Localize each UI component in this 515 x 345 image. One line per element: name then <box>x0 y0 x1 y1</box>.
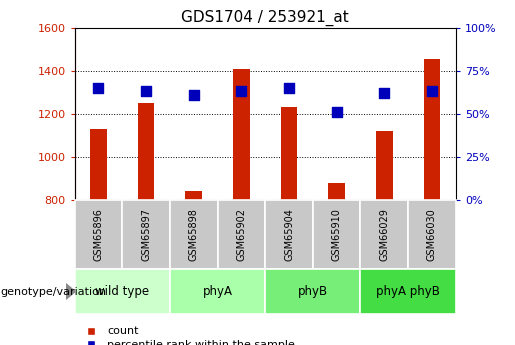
Bar <box>217 200 265 269</box>
Text: genotype/variation: genotype/variation <box>0 287 106 296</box>
Bar <box>360 200 408 269</box>
Text: GSM65898: GSM65898 <box>189 208 199 261</box>
Text: phyA: phyA <box>202 285 233 298</box>
Point <box>94 85 102 91</box>
Title: GDS1704 / 253921_at: GDS1704 / 253921_at <box>181 10 349 26</box>
Polygon shape <box>66 284 75 299</box>
Text: phyB: phyB <box>298 285 328 298</box>
Text: GSM65904: GSM65904 <box>284 208 294 261</box>
Text: GSM65896: GSM65896 <box>94 208 104 261</box>
Bar <box>75 269 170 314</box>
Bar <box>138 103 154 200</box>
Bar <box>313 200 360 269</box>
Bar <box>185 191 202 200</box>
Bar <box>170 269 265 314</box>
Point <box>380 90 388 96</box>
Bar <box>281 107 297 200</box>
Point <box>142 89 150 94</box>
Point <box>190 92 198 98</box>
Bar <box>329 183 345 200</box>
Bar <box>424 59 440 200</box>
Text: GSM65902: GSM65902 <box>236 208 246 261</box>
Text: GSM65910: GSM65910 <box>332 208 341 261</box>
Bar <box>265 200 313 269</box>
Bar <box>122 200 170 269</box>
Bar <box>75 200 123 269</box>
Bar <box>90 129 107 200</box>
Text: phyA phyB: phyA phyB <box>376 285 440 298</box>
Point <box>428 89 436 94</box>
Point <box>333 109 341 115</box>
Text: GSM65897: GSM65897 <box>141 208 151 261</box>
Bar <box>170 200 217 269</box>
Bar <box>233 69 250 200</box>
Text: GSM66030: GSM66030 <box>427 208 437 261</box>
Bar <box>265 269 360 314</box>
Text: GSM66029: GSM66029 <box>380 208 389 261</box>
Bar <box>408 200 456 269</box>
Bar <box>360 269 456 314</box>
Bar <box>376 131 392 200</box>
Text: wild type: wild type <box>95 285 149 298</box>
Point <box>237 89 246 94</box>
Legend: count, percentile rank within the sample: count, percentile rank within the sample <box>80 326 295 345</box>
Point <box>285 85 293 91</box>
